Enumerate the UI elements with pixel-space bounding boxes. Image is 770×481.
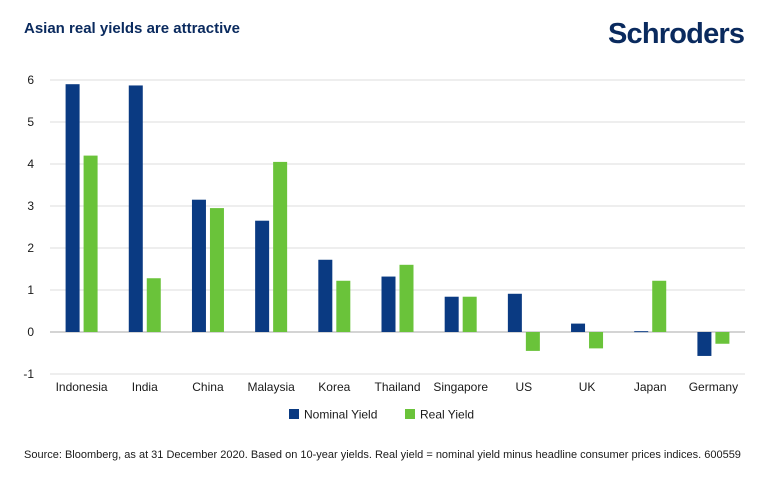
y-tick-label: -1 xyxy=(23,367,34,381)
real-yield-bar-japan xyxy=(652,280,667,332)
y-tick-label: 5 xyxy=(27,115,34,129)
x-tick-label: Korea xyxy=(318,380,350,394)
legend-label-nominal: Nominal Yield xyxy=(304,408,377,422)
real-yield-bar-us xyxy=(525,332,540,351)
x-tick-label: UK xyxy=(579,380,596,394)
x-tick-label: US xyxy=(516,380,533,394)
real-yield-bar-singapore xyxy=(462,296,477,332)
x-tick-label: Germany xyxy=(689,380,738,394)
y-tick-label: 3 xyxy=(27,199,34,213)
x-tick-label: Japan xyxy=(634,380,667,394)
x-tick-label: India xyxy=(132,380,158,394)
nominal-yield-bar-singapore xyxy=(444,296,459,332)
x-tick-label: Thailand xyxy=(374,380,420,394)
nominal-yield-bar-indonesia xyxy=(65,84,80,332)
chart-title: Asian real yields are attractive xyxy=(24,20,240,37)
real-yield-bar-indonesia xyxy=(83,155,98,332)
legend-swatch-nominal xyxy=(289,409,299,419)
nominal-yield-bar-india xyxy=(128,85,143,333)
x-tick-label: Singapore xyxy=(433,380,488,394)
y-tick-label: 2 xyxy=(27,241,34,255)
x-tick-label: China xyxy=(192,380,224,394)
legend-swatch-real xyxy=(405,409,415,419)
nominal-yield-bar-korea xyxy=(318,259,333,332)
real-yield-bar-india xyxy=(146,278,161,332)
real-yield-bar-germany xyxy=(715,332,730,344)
y-tick-label: 1 xyxy=(27,283,34,297)
real-yield-bar-korea xyxy=(336,280,351,332)
real-yield-bar-china xyxy=(209,208,224,332)
real-yield-bar-malaysia xyxy=(273,161,288,332)
nominal-yield-bar-malaysia xyxy=(255,220,270,332)
real-yield-bar-thailand xyxy=(399,264,414,332)
x-tick-label: Malaysia xyxy=(247,380,295,394)
schroders-logo: Schroders xyxy=(608,18,745,50)
x-tick-label: Indonesia xyxy=(56,380,108,394)
legend-label-real: Real Yield xyxy=(420,408,474,422)
y-tick-label: 4 xyxy=(27,157,34,171)
source-note: Source: Bloomberg, as at 31 December 202… xyxy=(24,449,741,461)
nominal-yield-bar-china xyxy=(191,199,206,332)
nominal-yield-bar-us xyxy=(507,293,522,332)
nominal-yield-bar-japan xyxy=(634,331,649,333)
y-tick-label: 0 xyxy=(27,325,34,339)
y-tick-label: 6 xyxy=(27,73,34,87)
real-yield-bar-uk xyxy=(589,332,604,349)
nominal-yield-bar-germany xyxy=(697,332,712,356)
nominal-yield-bar-uk xyxy=(571,323,586,332)
nominal-yield-bar-thailand xyxy=(381,276,396,332)
